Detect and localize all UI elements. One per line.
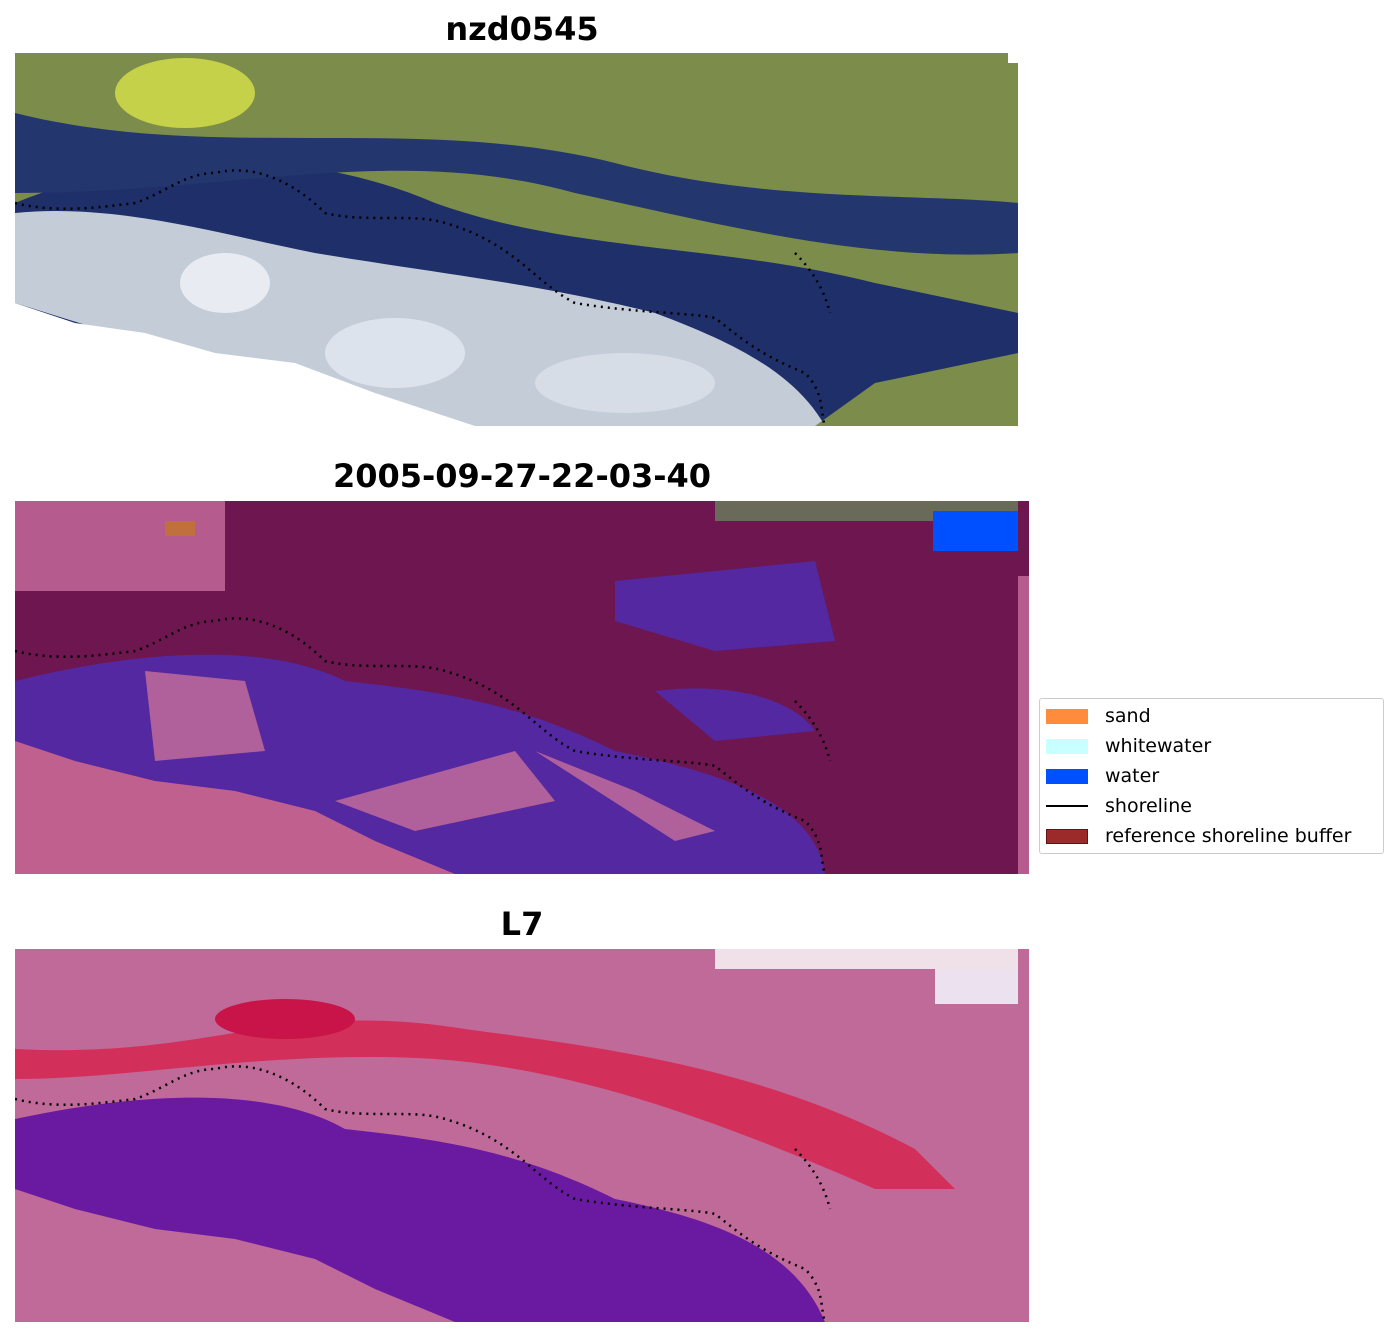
legend-item-reference-buffer: reference shoreline buffer: [1046, 825, 1352, 847]
legend-label-reference-buffer: reference shoreline buffer: [1105, 825, 1352, 847]
legend-label-water: water: [1105, 765, 1160, 787]
legend-label-shoreline: shoreline: [1105, 795, 1192, 817]
legend-label-sand: sand: [1105, 705, 1151, 727]
legend-item-water: water: [1046, 765, 1160, 787]
panel-title-index: L7: [500, 905, 544, 943]
panel-title-classified: 2005-09-27-22-03-40: [332, 457, 712, 495]
rgb-image: [15, 53, 1029, 426]
legend: sand whitewater water shoreline referenc…: [1039, 698, 1384, 854]
water-swatch: [1046, 768, 1088, 784]
index-image: [15, 949, 1029, 1322]
whitewater-swatch: [1046, 738, 1088, 754]
legend-item-whitewater: whitewater: [1046, 735, 1212, 757]
panel-title-rgb: nzd0545: [445, 10, 599, 48]
classified-image: [15, 501, 1029, 874]
sand-swatch: [1046, 708, 1088, 724]
legend-label-whitewater: whitewater: [1105, 735, 1212, 757]
legend-item-shoreline: shoreline: [1046, 795, 1192, 817]
index-image-panel: [15, 949, 1029, 1322]
shoreline-line: [1046, 805, 1088, 807]
legend-item-sand: sand: [1046, 705, 1151, 727]
rgb-image-panel: [15, 53, 1029, 426]
reference-buffer-swatch: [1046, 828, 1088, 844]
classified-image-panel: [15, 501, 1029, 874]
